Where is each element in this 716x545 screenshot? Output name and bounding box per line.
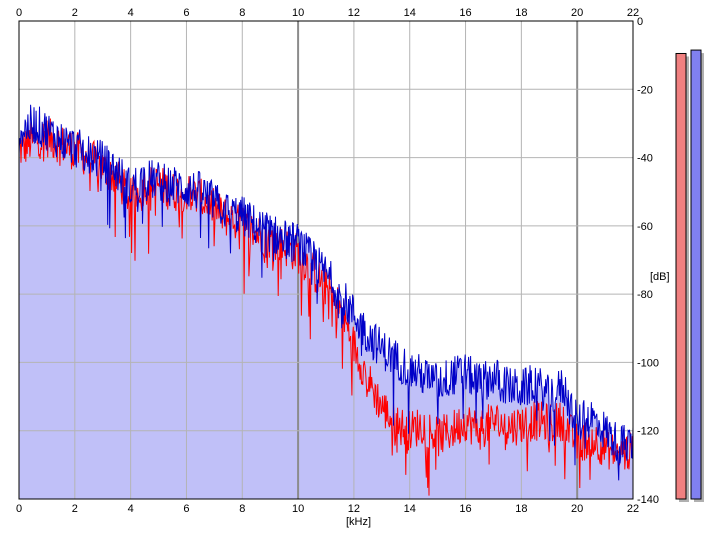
y-tick-label: 0 (637, 16, 643, 28)
x-tick-label: 2 (72, 503, 78, 515)
x-tick-label: 16 (459, 503, 471, 515)
level-meters (675, 49, 704, 502)
x-tick-label-top: 16 (459, 7, 471, 19)
x-tick-label: 20 (571, 503, 583, 515)
x-tick-label: 18 (515, 503, 527, 515)
x-tick-label: 0 (16, 503, 22, 515)
x-tick-label-top: 8 (239, 7, 245, 19)
x-tick-label: 22 (627, 503, 639, 515)
y-tick-label: -80 (637, 289, 653, 301)
y-tick-label: -140 (637, 494, 659, 506)
x-tick-label-top: 2 (72, 7, 78, 19)
level-meter-right (690, 49, 702, 500)
x-tick-label-top: 0 (16, 7, 22, 19)
axis-ticks: 002244668810101212141416161818202022220-… (16, 7, 659, 515)
spectrum-fill (19, 104, 633, 500)
x-tick-label-top: 10 (292, 7, 304, 19)
x-tick-label: 8 (239, 503, 245, 515)
x-tick-label-top: 6 (183, 7, 189, 19)
y-axis-label: [dB] (650, 271, 670, 283)
x-tick-label: 6 (183, 503, 189, 515)
series-line-blue (18, 104, 634, 481)
spectrum-lines (18, 104, 634, 496)
y-tick-label: -40 (637, 153, 653, 165)
x-tick-label-top: 14 (404, 7, 416, 19)
plot-frame (18, 20, 634, 500)
x-tick-label: 4 (128, 503, 134, 515)
y-tick-label: -20 (637, 84, 653, 96)
spectrum-area (19, 104, 633, 500)
x-tick-label: 10 (292, 503, 304, 515)
y-tick-label: -60 (637, 221, 653, 233)
y-tick-label: -100 (637, 357, 659, 369)
x-tick-label-top: 18 (515, 7, 527, 19)
x-tick-label-top: 20 (571, 7, 583, 19)
level-meter-left (675, 52, 687, 500)
x-tick-label-top: 22 (627, 7, 639, 19)
x-tick-label-top: 12 (348, 7, 360, 19)
y-tick-label: -120 (637, 426, 659, 438)
x-tick-label-top: 4 (128, 7, 134, 19)
x-tick-label: 14 (404, 503, 416, 515)
x-axis-label: [kHz] (346, 516, 371, 528)
x-tick-label: 12 (348, 503, 360, 515)
